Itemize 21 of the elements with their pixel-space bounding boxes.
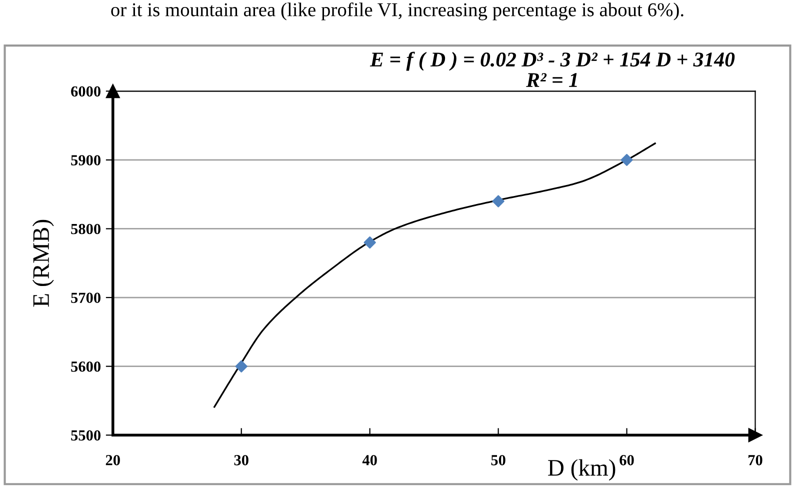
point [364,236,376,249]
point [492,195,504,208]
point [235,360,248,372]
x-tick-label: 20 [106,455,120,466]
y-tick-label: 5500 [71,430,100,441]
y-axis-title: E (RMB) [32,220,54,307]
y-tick-label: 6000 [71,86,100,97]
text: or it is mountain area (like profile VI, increasing percentage is about 6%). [111,2,684,20]
x-tick-label: 70 [748,455,762,466]
y-tick-label: 5700 [71,292,100,303]
y-tick-label: 5600 [71,361,100,372]
x-axis-title: D (km) [548,459,616,481]
text: R² = 1 [526,73,577,87]
y-tick-label: 5800 [71,224,100,234]
x-tick-label: 60 [620,455,634,466]
x-tick-label: 30 [234,455,248,466]
y-tick-label: 5900 [71,155,100,166]
text: E = f ( D ) = 0.02 D³ - 3 D² + 154 D + 3140 [370,52,735,71]
x-tick-label: 40 [362,455,377,466]
point [620,154,633,166]
x-tick-label: 50 [491,455,506,466]
